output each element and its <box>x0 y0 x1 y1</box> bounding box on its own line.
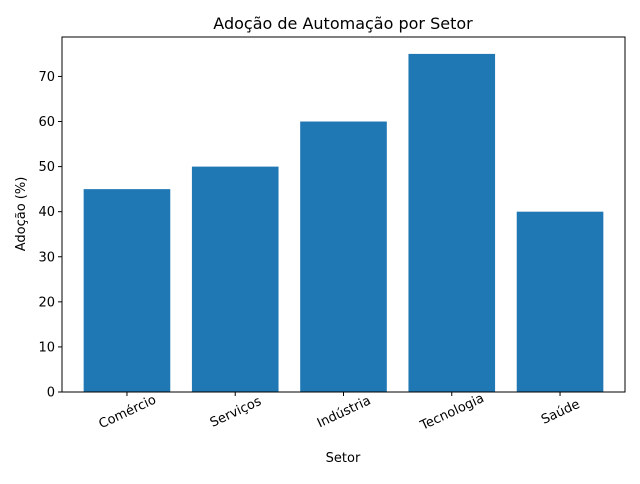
y-axis: 0 10 20 30 40 50 60 70 <box>38 70 62 401</box>
x-tick-label: Comércio <box>97 393 159 433</box>
x-axis-label: Setor <box>326 451 361 466</box>
y-tick-label: 60 <box>38 115 55 130</box>
bar-indústria <box>300 121 387 393</box>
x-axis: Comércio Serviços Indústria Tecnologia Saúde <box>97 391 583 434</box>
bar-tecnologia <box>408 53 496 393</box>
y-tick-label: 70 <box>38 70 55 85</box>
y-tick-label: 40 <box>38 205 55 220</box>
plot-frame <box>61 36 626 393</box>
bar-comércio <box>83 189 171 392</box>
bars <box>83 53 604 393</box>
x-tick-label: Saúde <box>539 397 582 428</box>
y-tick-label: 50 <box>38 160 55 175</box>
x-tick-label: Serviços <box>208 394 264 431</box>
bar-saúde <box>516 211 604 392</box>
y-tick-label: 30 <box>38 250 55 265</box>
y-tick-label: 10 <box>38 340 55 355</box>
chart-title: Adoção de Automação por Setor <box>213 14 473 33</box>
y-tick-label: 0 <box>47 386 55 401</box>
y-tick-label: 20 <box>38 295 55 310</box>
x-tick-label: Tecnologia <box>417 391 486 434</box>
y-axis-label: Adoção (%) <box>14 177 29 252</box>
bar-serviços <box>191 166 279 392</box>
x-tick-label: Indústria <box>315 393 373 431</box>
